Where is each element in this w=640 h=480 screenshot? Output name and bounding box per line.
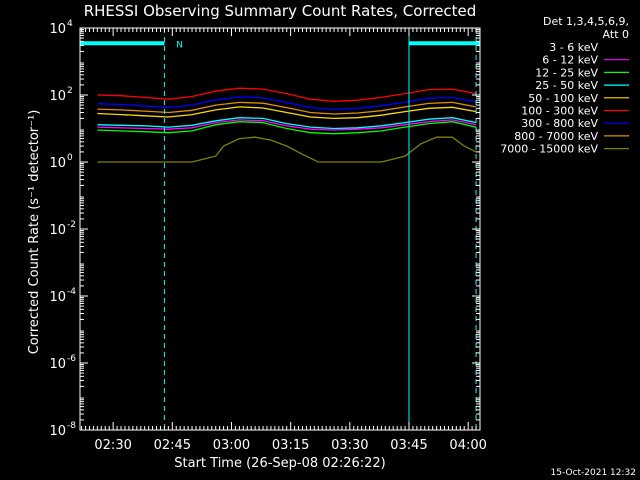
- y-tick-exponent: 0: [67, 153, 73, 163]
- y-tick-mantissa: 10: [49, 290, 66, 305]
- x-tick-label-6: 04:00: [449, 438, 486, 453]
- y-tick-label-4: 10 -4: [49, 287, 76, 305]
- legend-label-1: 6 - 12 keV: [542, 54, 598, 67]
- y-tick-mantissa: 10: [49, 22, 66, 37]
- y-tick-exponent: -6: [67, 354, 76, 364]
- y-tick-mantissa: 10: [49, 424, 66, 439]
- x-tick-label-5: 03:45: [390, 438, 427, 453]
- legend-label-4: 50 - 100 keV: [528, 92, 598, 105]
- annotation-text-2: N: [176, 40, 183, 50]
- y-tick-exponent: -2: [67, 220, 76, 230]
- y-tick-label-5: 10 -6: [49, 354, 76, 372]
- series-layer: [97, 87, 477, 163]
- series-line-7: [97, 122, 477, 139]
- legend-label-3: 25 - 50 keV: [535, 79, 598, 92]
- y-tick-exponent: -8: [67, 421, 76, 431]
- y-tick-label-0: 10 4: [49, 19, 73, 37]
- series-line-5: [97, 119, 477, 131]
- y-axis-label: Corrected Count Rate (s⁻¹ detector⁻¹): [27, 110, 42, 355]
- legend-label-2: 12 - 25 keV: [535, 66, 598, 79]
- legend-label-5: 100 - 300 keV: [521, 105, 598, 118]
- y-tick-mantissa: 10: [49, 89, 66, 104]
- series-line-0: [97, 87, 477, 102]
- y-tick-mantissa: 10: [49, 223, 66, 238]
- series-line-6: [97, 121, 477, 135]
- series-line-3: [97, 106, 477, 120]
- legend-header-0: Det 1,3,4,5,6,9,: [543, 15, 629, 28]
- y-tick-label-6: 10 -8: [49, 421, 76, 439]
- y-tick-exponent: 2: [67, 86, 73, 96]
- legend-header-1: Att 0: [603, 28, 629, 41]
- series-line-2: [97, 101, 477, 115]
- x-axis: 02:30 02:45 03:00 03:15 03:30 03:45 04:00: [81, 28, 487, 453]
- y-tick-label-3: 10 -2: [49, 220, 76, 238]
- legend-label-8: 7000 - 15000 keV: [500, 143, 598, 156]
- y-tick-mantissa: 10: [49, 156, 66, 171]
- footer-timestamp: 15-Oct-2021 12:32: [551, 468, 636, 478]
- legend-label-0: 3 - 6 keV: [549, 41, 598, 54]
- x-tick-label-4: 03:30: [331, 438, 368, 453]
- x-tick-label-3: 03:15: [272, 438, 309, 453]
- series-line-1: [97, 96, 477, 111]
- x-tick-label-2: 03:00: [213, 438, 250, 453]
- y-tick-exponent: 4: [67, 19, 73, 29]
- legend-label-6: 300 - 800 keV: [521, 117, 598, 130]
- y-tick-exponent: -4: [67, 287, 76, 297]
- series-line-8: [97, 136, 477, 163]
- x-tick-label-0: 02:30: [94, 438, 131, 453]
- legend-label-7: 800 - 7000 keV: [514, 130, 598, 143]
- y-tick-label-2: 10 0: [49, 153, 73, 171]
- series-line-4: [97, 117, 477, 130]
- y-tick-mantissa: 10: [49, 357, 66, 372]
- x-axis-label: Start Time (26-Sep-08 02:26:22): [174, 456, 385, 471]
- y-tick-label-1: 10 2: [49, 86, 72, 104]
- chart-title: RHESSI Observing Summary Count Rates, Co…: [84, 2, 477, 20]
- x-tick-label-1: 02:45: [154, 438, 191, 453]
